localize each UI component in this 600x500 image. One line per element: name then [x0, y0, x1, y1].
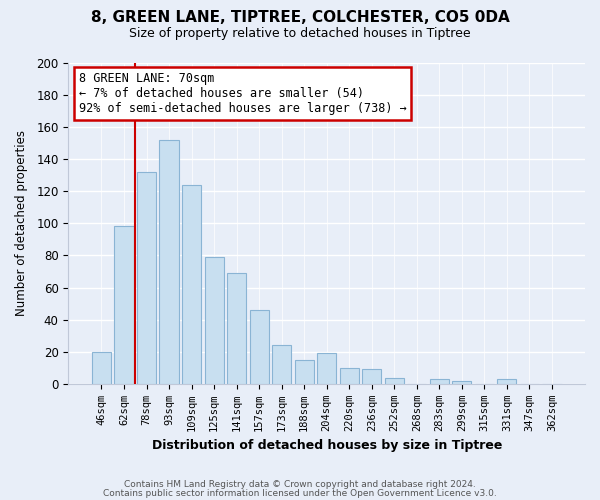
Bar: [250, 310, 269, 384]
Bar: [92, 352, 111, 384]
Bar: [452, 380, 472, 384]
Bar: [385, 378, 404, 384]
Bar: [115, 226, 134, 384]
Bar: [317, 354, 336, 384]
Bar: [137, 172, 156, 384]
Text: Contains HM Land Registry data © Crown copyright and database right 2024.: Contains HM Land Registry data © Crown c…: [124, 480, 476, 489]
Text: 8 GREEN LANE: 70sqm
← 7% of detached houses are smaller (54)
92% of semi-detache: 8 GREEN LANE: 70sqm ← 7% of detached hou…: [79, 72, 407, 115]
Bar: [340, 368, 359, 384]
Bar: [362, 370, 382, 384]
Bar: [295, 360, 314, 384]
Text: Size of property relative to detached houses in Tiptree: Size of property relative to detached ho…: [129, 28, 471, 40]
Text: Contains public sector information licensed under the Open Government Licence v3: Contains public sector information licen…: [103, 489, 497, 498]
Bar: [205, 257, 224, 384]
Y-axis label: Number of detached properties: Number of detached properties: [15, 130, 28, 316]
Bar: [160, 140, 179, 384]
Bar: [430, 379, 449, 384]
Bar: [182, 184, 201, 384]
X-axis label: Distribution of detached houses by size in Tiptree: Distribution of detached houses by size …: [152, 440, 502, 452]
Bar: [272, 346, 291, 384]
Bar: [227, 273, 246, 384]
Text: 8, GREEN LANE, TIPTREE, COLCHESTER, CO5 0DA: 8, GREEN LANE, TIPTREE, COLCHESTER, CO5 …: [91, 10, 509, 25]
Bar: [497, 379, 517, 384]
